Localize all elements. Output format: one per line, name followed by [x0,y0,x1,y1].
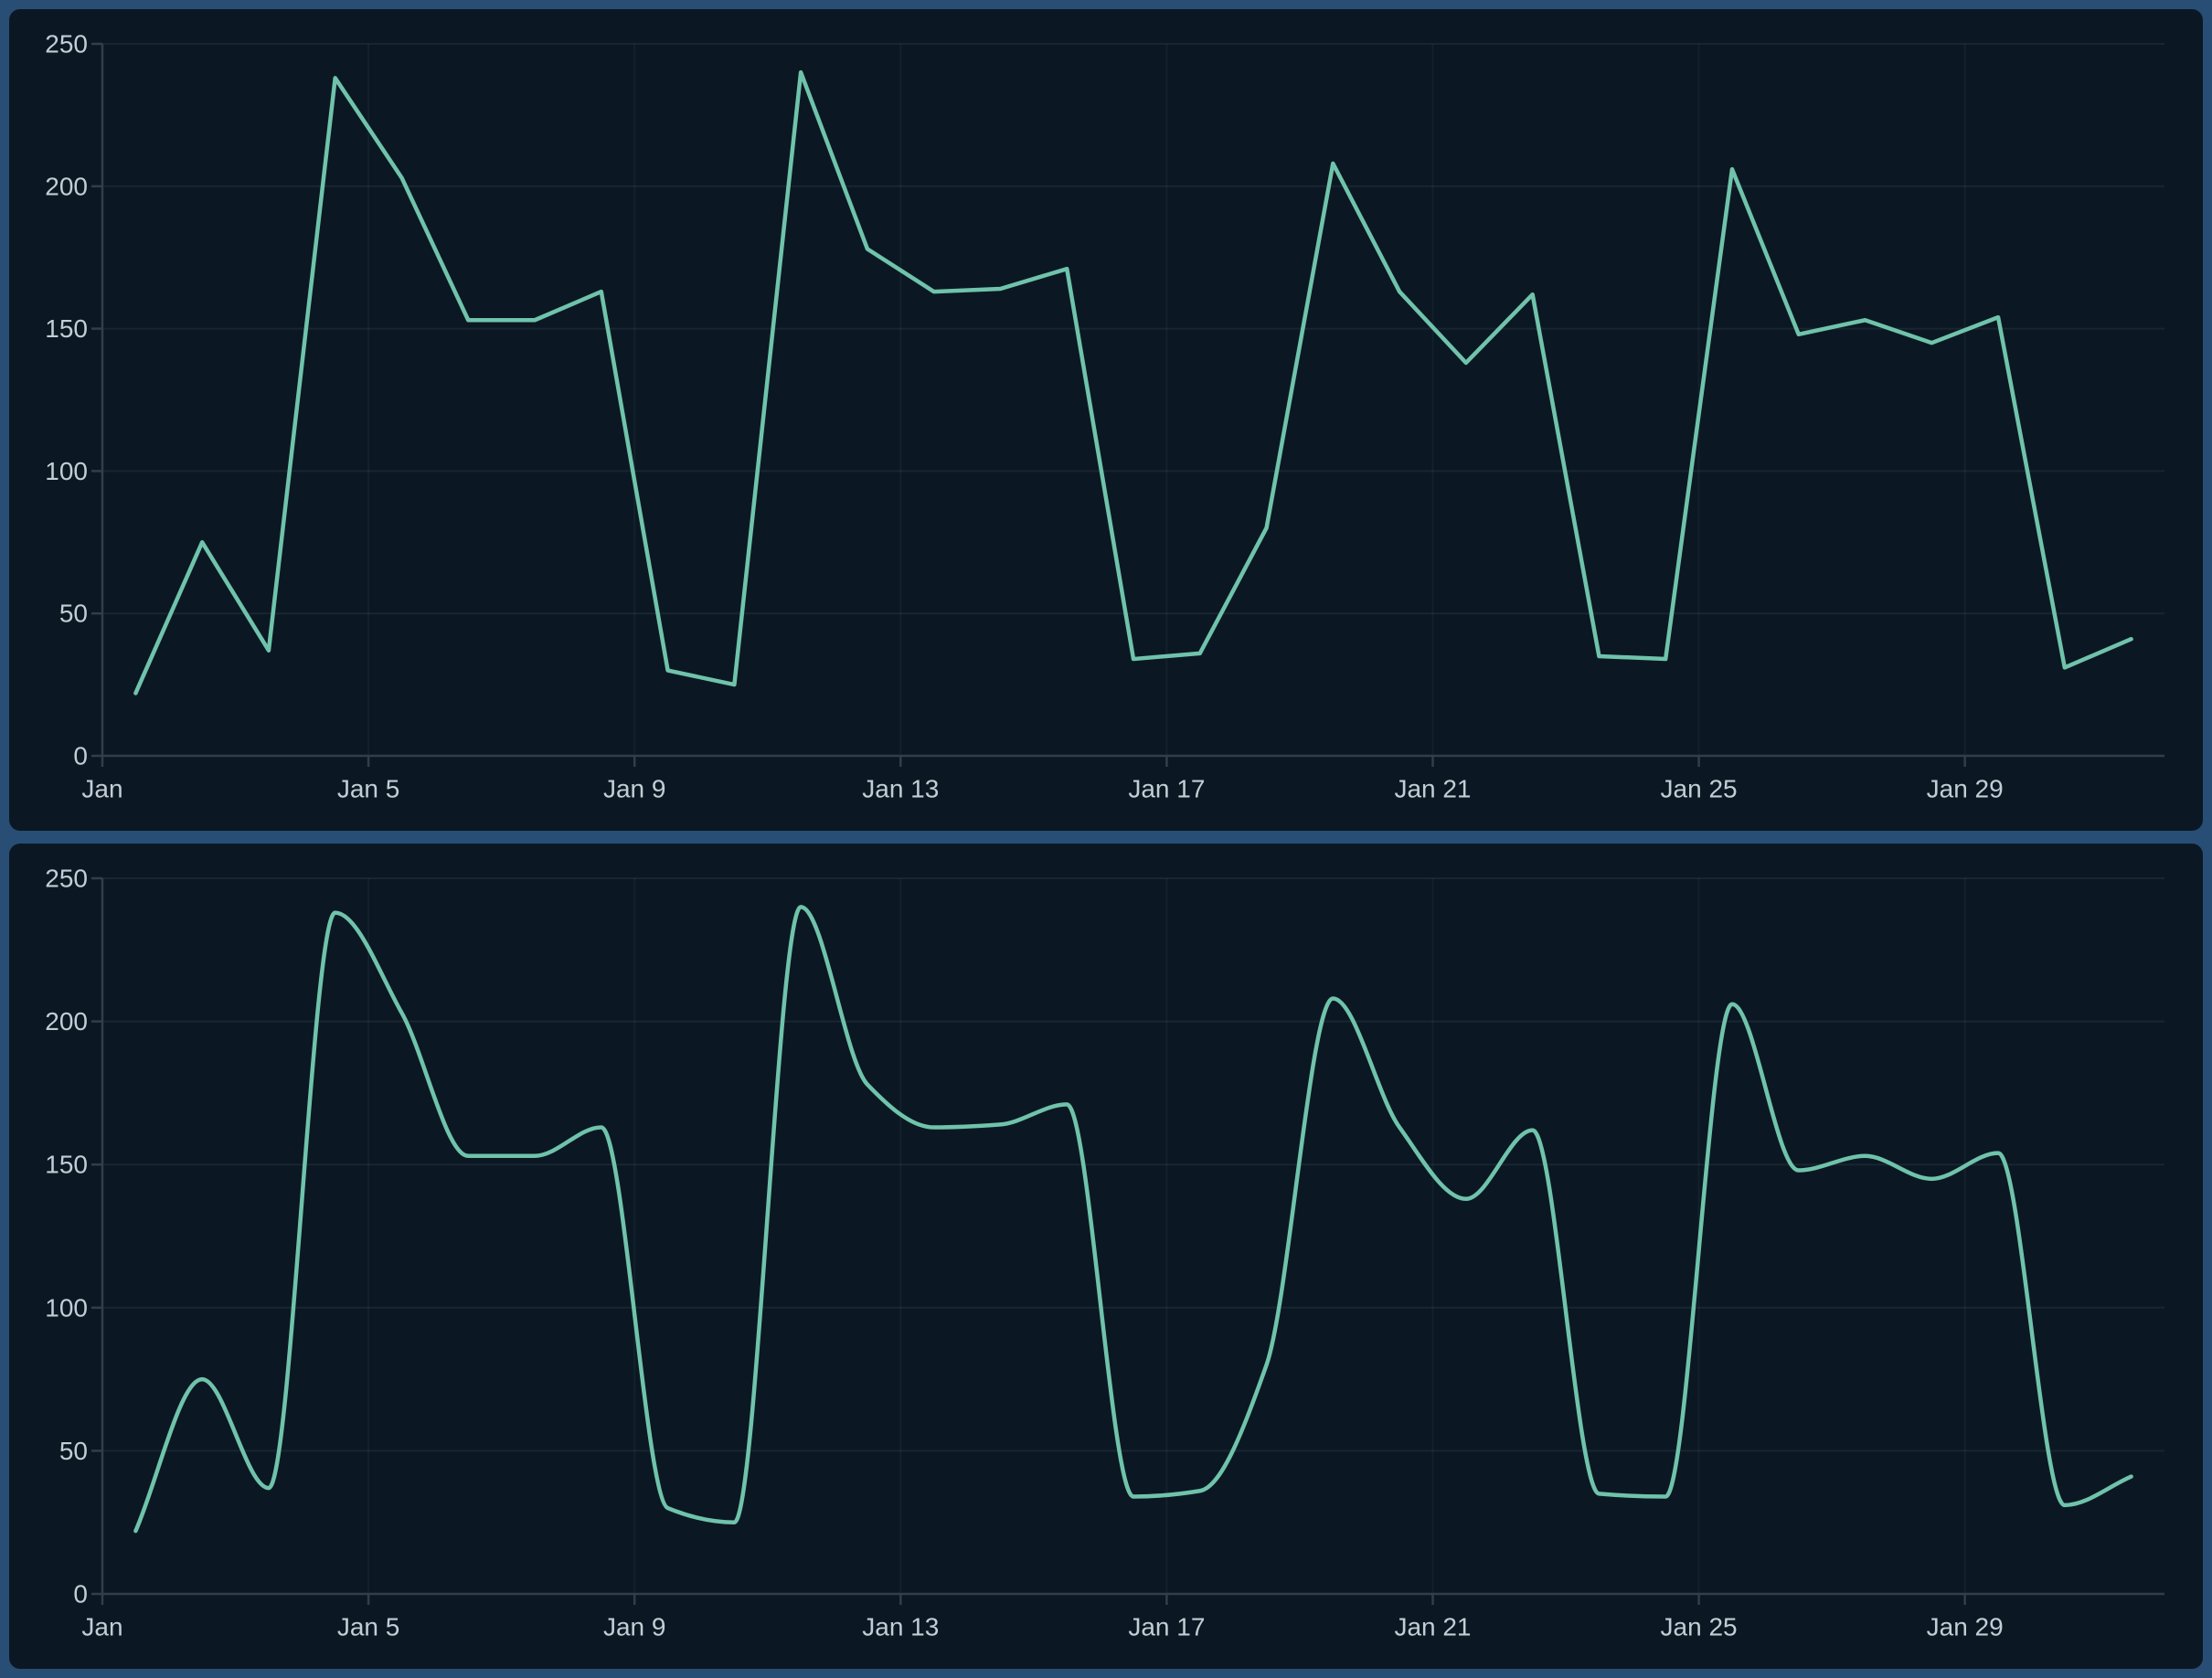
line-chart-top: 0 50 100 150 200 250 Jan Jan 5 Jan 9 Jan 13 Jan 17… [45,30,2164,803]
y-tick-label: 250 [45,865,88,893]
y-tick-label: 50 [59,1437,88,1465]
line-chart-smooth-bottom: 0 50 100 150 200 250 Jan Jan 5 Jan 9 Jan 13 Jan 17… [45,865,2164,1641]
y-tick-label: 150 [45,1151,88,1179]
x-tick-label: Jan [81,775,122,803]
chart-panel-bottom: 0 50 100 150 200 250 Jan Jan 5 Jan 9 Jan 13 Jan 17… [9,844,2203,1669]
y-tick-label: 150 [45,314,88,343]
x-tick-label: Jan 5 [337,775,400,803]
y-tick-label: 0 [73,742,88,770]
x-tick-label: Jan 9 [603,1613,666,1641]
x-tick-label: Jan 29 [1927,775,2004,803]
x-tick-label: Jan 5 [337,1613,400,1641]
x-tick-label: Jan 9 [603,775,666,803]
x-tick-label: Jan 21 [1394,775,1471,803]
x-tick-label: Jan 13 [862,1613,939,1641]
y-tick-label: 0 [73,1580,88,1609]
x-tick-label: Jan [81,1613,122,1641]
x-tick-label: Jan 13 [862,775,939,803]
y-tick-label: 200 [45,1007,88,1035]
y-tick-label: 100 [45,1293,88,1322]
x-tick-label: Jan 17 [1128,1613,1205,1641]
y-tick-label: 100 [45,457,88,485]
y-tick-label: 50 [59,600,88,628]
x-tick-label: Jan 25 [1661,775,1738,803]
series-line [133,69,2133,696]
series-line-smooth [133,905,2133,1534]
x-tick-label: Jan 17 [1128,775,1205,803]
chart-panel-top: 0 50 100 150 200 250 Jan Jan 5 Jan 9 Jan 13 Jan 17… [9,9,2203,831]
y-tick-label: 250 [45,30,88,58]
y-tick-label: 200 [45,172,88,200]
x-tick-label: Jan 29 [1927,1613,2004,1641]
x-tick-label: Jan 25 [1661,1613,1738,1641]
x-tick-label: Jan 21 [1394,1613,1471,1641]
